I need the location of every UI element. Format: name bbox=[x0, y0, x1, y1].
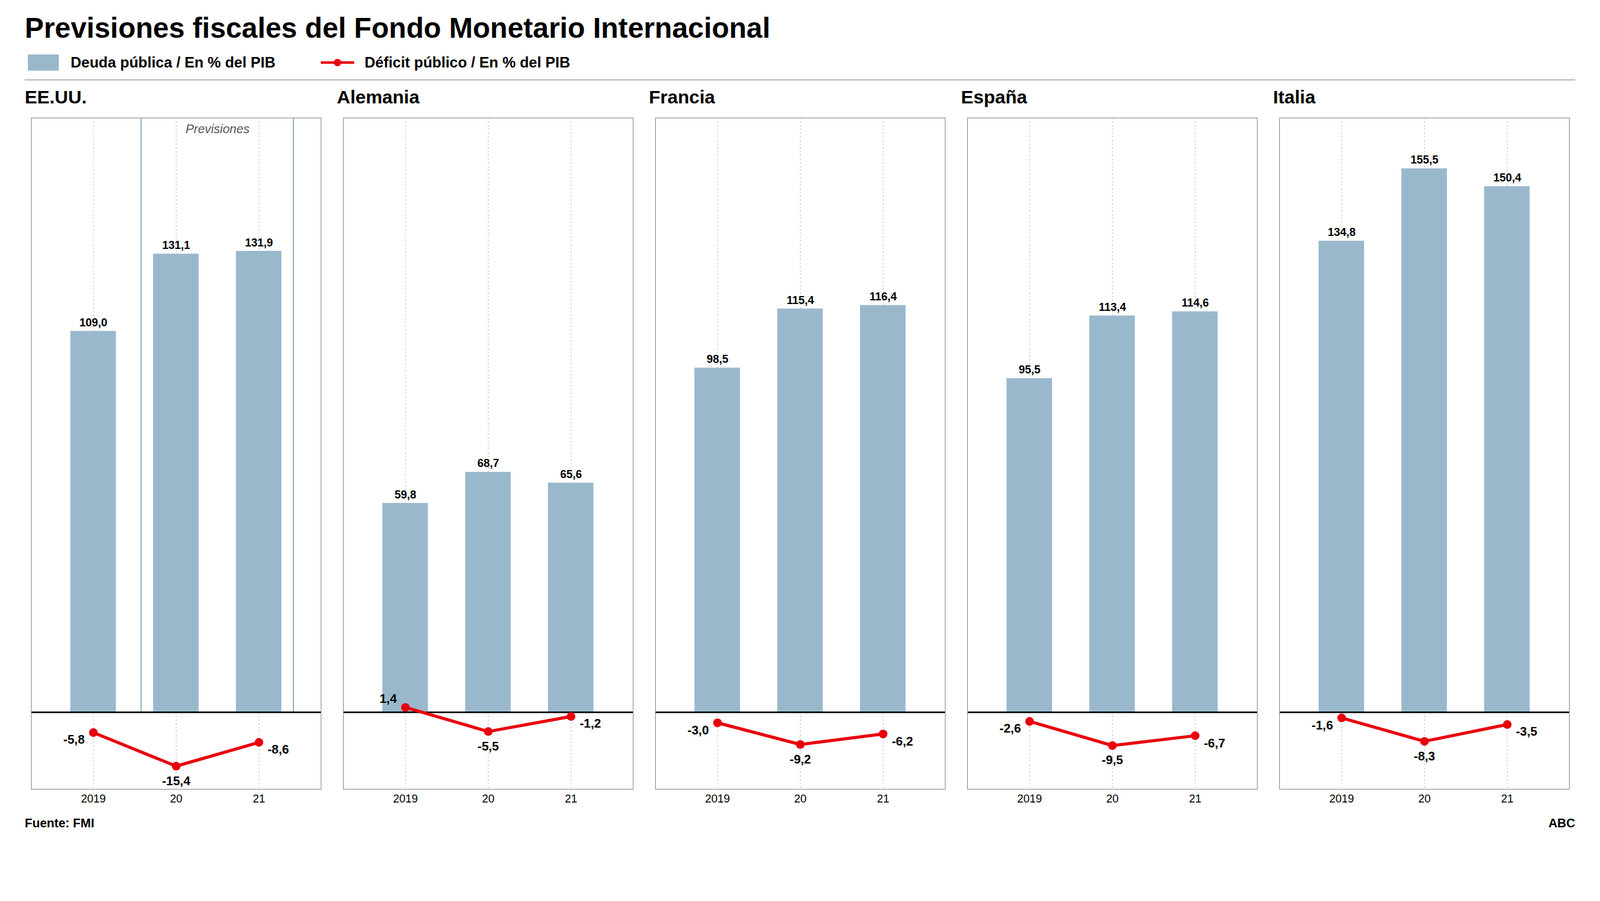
svg-text:-1,2: -1,2 bbox=[579, 716, 601, 731]
svg-text:2019: 2019 bbox=[1329, 792, 1355, 805]
svg-text:131,9: 131,9 bbox=[245, 236, 274, 249]
html-text:Francia: Francia bbox=[648, 86, 715, 108]
svg-text:-5,5: -5,5 bbox=[477, 739, 499, 753]
html-text:España: España bbox=[960, 86, 1028, 108]
svg-text:109,0: 109,0 bbox=[79, 316, 108, 329]
svg-text:21: 21 bbox=[1500, 792, 1514, 805]
svg-text:2019: 2019 bbox=[81, 792, 106, 805]
svg-text:-6,7: -6,7 bbox=[1203, 736, 1225, 750]
svg-text:-1,6: -1,6 bbox=[1311, 718, 1333, 732]
svg-text:59,8: 59,8 bbox=[394, 488, 417, 501]
svg-text:-6,2: -6,2 bbox=[891, 734, 913, 748]
svg-text:98,5: 98,5 bbox=[706, 352, 729, 366]
svg-text:114,6: 114,6 bbox=[1181, 296, 1209, 309]
svg-text:150,4: 150,4 bbox=[1493, 171, 1522, 184]
html-text:ABC: ABC bbox=[1548, 816, 1576, 830]
svg-text:115,4: 115,4 bbox=[786, 294, 814, 307]
html-text:Alemania: Alemania bbox=[336, 86, 420, 108]
svg-text:Previsiones: Previsiones bbox=[185, 121, 250, 136]
svg-text:-5,8: -5,8 bbox=[63, 732, 85, 747]
svg-text:20: 20 bbox=[169, 792, 183, 805]
svg-text:-9,2: -9,2 bbox=[789, 752, 811, 766]
svg-text:-8,6: -8,6 bbox=[267, 742, 289, 757]
html-text:Déficit público / En % del PIB: Déficit público / En % del PIB bbox=[364, 53, 571, 71]
svg-text:134,8: 134,8 bbox=[1327, 226, 1356, 239]
svg-text:131,1: 131,1 bbox=[162, 239, 191, 252]
svg-text:-9,5: -9,5 bbox=[1101, 752, 1123, 767]
html-text:Italia: Italia bbox=[1273, 86, 1316, 108]
svg-text:20: 20 bbox=[1417, 792, 1431, 805]
svg-text:-15,4: -15,4 bbox=[162, 773, 191, 788]
svg-text:65,6: 65,6 bbox=[560, 468, 583, 481]
html-text:EE.UU.: EE.UU. bbox=[24, 86, 87, 108]
svg-text:2019: 2019 bbox=[1017, 792, 1043, 805]
svg-text:2019: 2019 bbox=[393, 792, 418, 805]
svg-text:20: 20 bbox=[481, 792, 495, 805]
svg-text:-3,5: -3,5 bbox=[1515, 724, 1537, 739]
svg-text:95,5: 95,5 bbox=[1018, 363, 1041, 376]
html-text:Deuda pública / En % del PIB: Deuda pública / En % del PIB bbox=[70, 53, 276, 71]
svg-text:113,4: 113,4 bbox=[1098, 300, 1126, 314]
svg-text:20: 20 bbox=[1105, 792, 1119, 805]
svg-text:21: 21 bbox=[252, 792, 266, 805]
svg-text:21: 21 bbox=[1188, 792, 1202, 805]
svg-text:155,5: 155,5 bbox=[1410, 153, 1439, 166]
html-text:Fuente: FMI: Fuente: FMI bbox=[24, 816, 95, 830]
svg-text:21: 21 bbox=[876, 792, 890, 805]
svg-text:68,7: 68,7 bbox=[477, 456, 500, 470]
svg-text:-2,6: -2,6 bbox=[999, 721, 1021, 735]
svg-text:20: 20 bbox=[793, 792, 807, 805]
svg-text:1,4: 1,4 bbox=[379, 691, 398, 706]
svg-text:2019: 2019 bbox=[705, 792, 731, 805]
svg-text:21: 21 bbox=[564, 792, 578, 805]
svg-text:-8,3: -8,3 bbox=[1413, 749, 1435, 763]
svg-text:116,4: 116,4 bbox=[869, 290, 897, 303]
html-text:Previsiones fiscales del Fondo: Previsiones fiscales del Fondo Monetario… bbox=[24, 11, 771, 44]
svg-text:-3,0: -3,0 bbox=[687, 723, 709, 737]
